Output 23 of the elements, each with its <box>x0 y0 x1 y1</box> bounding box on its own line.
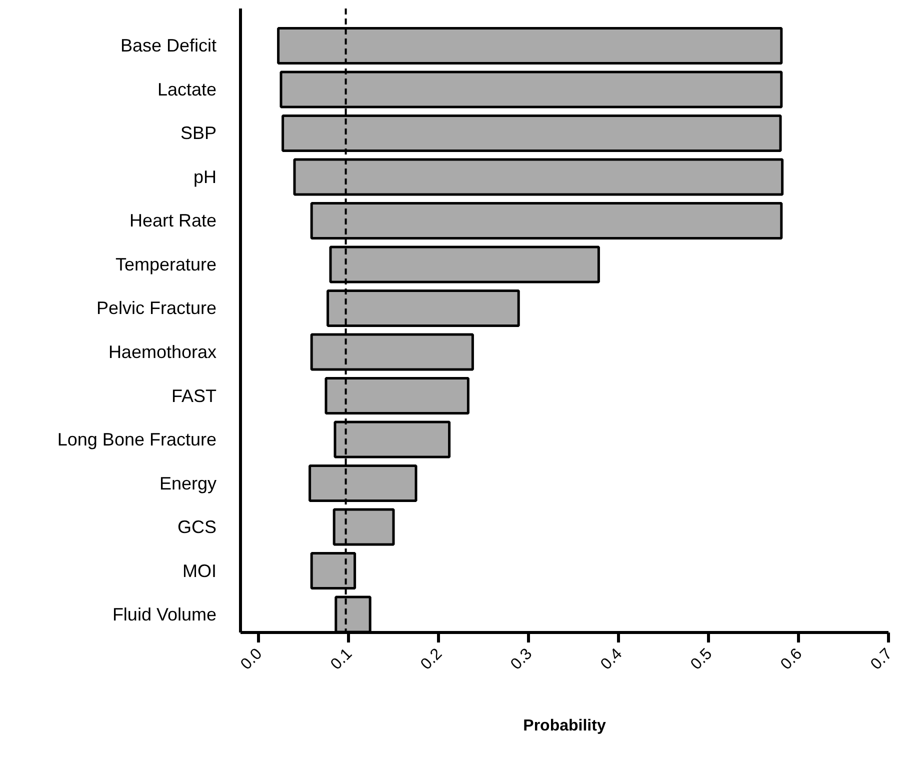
x-tick-label: 0.1 <box>328 645 356 674</box>
y-tick-label: FAST <box>171 386 217 406</box>
x-tick-label: 0.2 <box>418 645 446 674</box>
x-tick-label: 0.3 <box>508 645 536 674</box>
y-tick-label: Base Deficit <box>120 36 217 56</box>
y-tick-label: Temperature <box>115 254 217 274</box>
x-tick-label: 0.6 <box>778 645 806 674</box>
y-tick-label: SBP <box>180 123 217 144</box>
x-tick-label: 0.0 <box>238 645 266 674</box>
y-tick-label: Energy <box>159 473 217 494</box>
y-tick-label: Haemothorax <box>108 342 217 362</box>
x-tick-label: 0.4 <box>598 645 626 674</box>
y-tick-label: GCS <box>177 517 217 538</box>
x-tick-label: 0.7 <box>868 645 896 674</box>
y-tick-label: Pelvic Fracture <box>96 298 217 318</box>
x-tick-label: 0.5 <box>688 645 716 674</box>
x-axis-title: Probability <box>523 718 606 735</box>
y-tick-label: Lactate <box>157 79 216 100</box>
y-tick-label: MOI <box>182 560 217 581</box>
y-tick-label: pH <box>193 166 217 187</box>
y-tick-label: Long Bone Fracture <box>57 430 217 450</box>
y-tick-label: Fluid Volume <box>112 604 217 625</box>
y-tick-label: Heart Rate <box>129 210 217 231</box>
